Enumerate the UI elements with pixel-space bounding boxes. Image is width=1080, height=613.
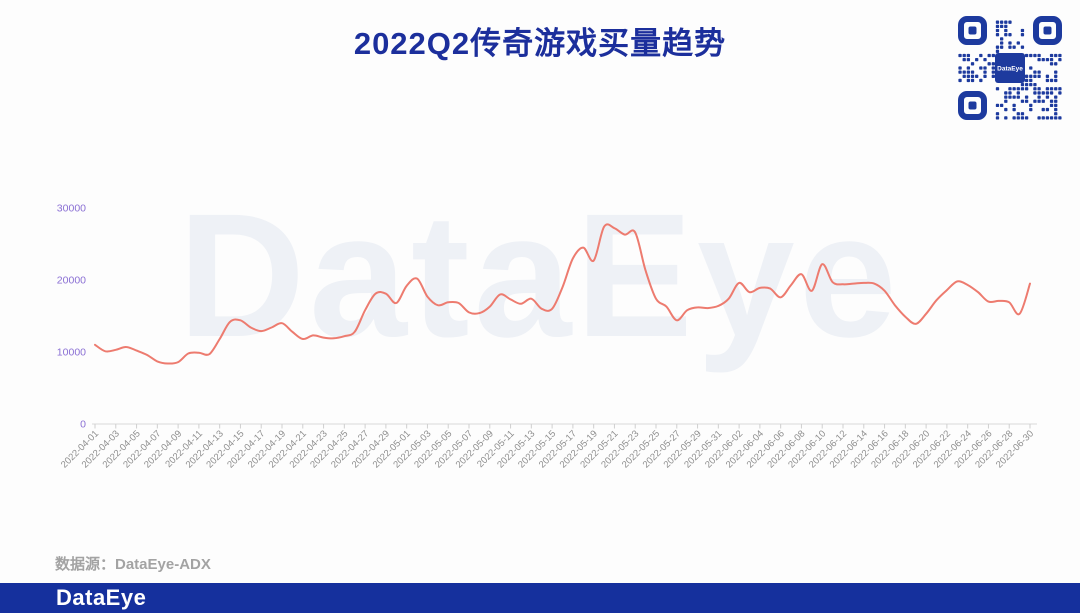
svg-text:DataEye: DataEye (997, 66, 1023, 73)
page-title: 2022Q2传奇游戏买量趋势 (353, 26, 727, 61)
dataeye-watermark: DataEye (178, 178, 901, 374)
footer-bar: DataEye (0, 583, 1080, 613)
svg-text:30000: 30000 (57, 203, 86, 215)
qr-code: DataEye (958, 16, 1062, 120)
data-source-note: 数据源：DataEye-ADX (55, 556, 211, 573)
svg-text:10000: 10000 (57, 347, 86, 359)
svg-text:0: 0 (80, 419, 86, 431)
svg-text:20000: 20000 (57, 275, 86, 287)
dataeye-logo: DataEye (56, 585, 147, 610)
